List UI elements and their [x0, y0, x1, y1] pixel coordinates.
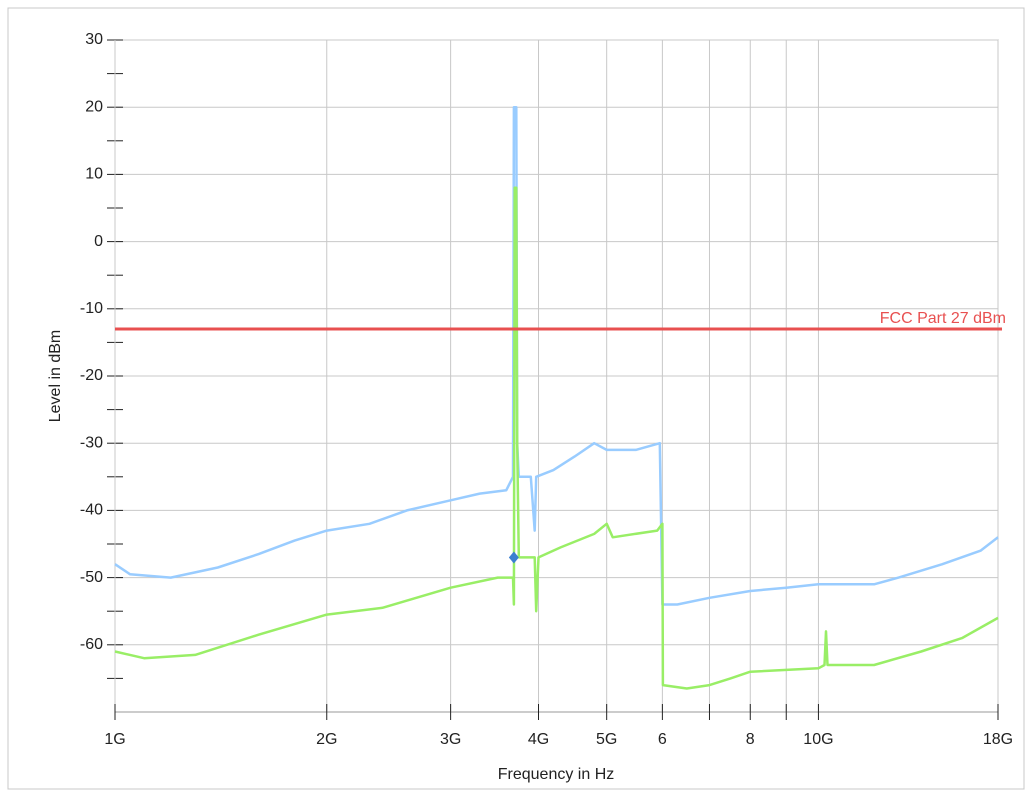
- y-tick-label: 10: [85, 166, 103, 183]
- y-tick-label: -50: [80, 569, 103, 586]
- y-tick-label: -10: [80, 300, 103, 317]
- trace: [114, 105, 999, 606]
- x-axis-label: Frequency in Hz: [498, 766, 615, 783]
- limit-label: FCC Part 27 dBm: [880, 310, 1006, 327]
- y-tick-label: -20: [80, 367, 103, 384]
- x-tick-label: 4G: [528, 731, 549, 748]
- y-tick-label: -40: [80, 502, 103, 519]
- x-tick-label: 3G: [440, 731, 461, 748]
- marker: [508, 551, 519, 564]
- y-tick-label: 20: [85, 98, 103, 115]
- x-tick-label: 8: [746, 731, 755, 748]
- x-tick-label: 1G: [104, 731, 125, 748]
- x-tick-label: 5G: [596, 731, 617, 748]
- x-tick-label: 10G: [803, 731, 833, 748]
- x-tick-label: 6: [658, 731, 667, 748]
- y-tick-label: 0: [94, 233, 103, 250]
- y-tick-label: 30: [85, 31, 103, 48]
- x-tick-label: 2G: [316, 731, 337, 748]
- y-axis-label: Level in dBm: [47, 330, 64, 423]
- x-tick-label: 18G: [983, 731, 1013, 748]
- trace: [114, 186, 999, 690]
- y-tick-label: -60: [80, 636, 103, 653]
- y-tick-label: -30: [80, 434, 103, 451]
